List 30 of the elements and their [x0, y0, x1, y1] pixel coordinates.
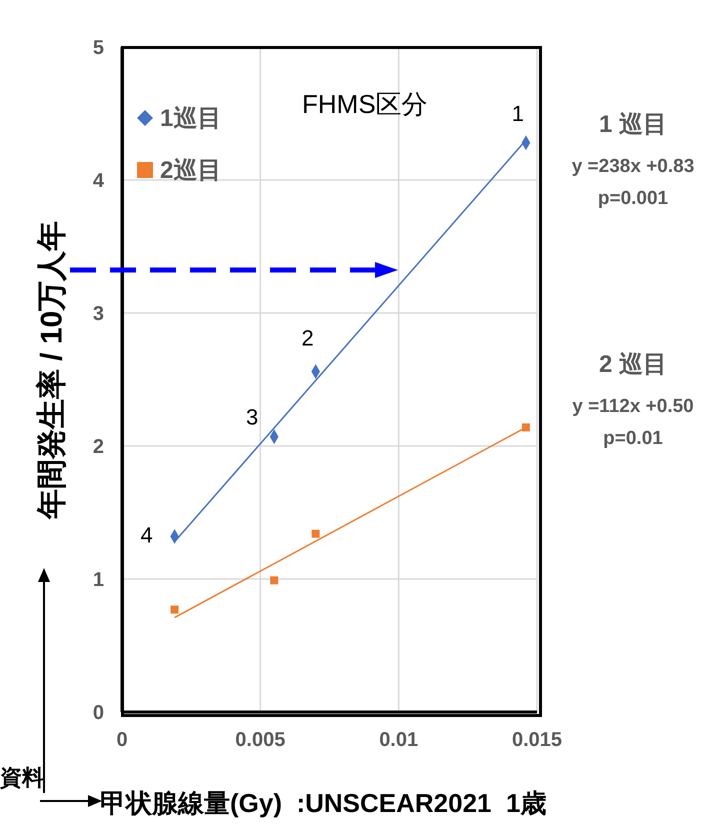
annotation: FHMS区分	[302, 88, 428, 121]
x-axis-title: 甲状腺線量(Gy) :UNSCEAR2021 1歳	[100, 787, 546, 820]
y-tick-label: 2	[92, 436, 104, 458]
point	[522, 423, 530, 432]
annotation: 2	[302, 326, 314, 351]
x-tick-label: 0.015	[512, 729, 562, 752]
y-tick-label: 3	[92, 303, 104, 326]
annotation: 4	[140, 522, 153, 548]
x-tick-label: 0.01	[379, 729, 418, 752]
text: p=0.001	[596, 188, 670, 210]
y-axis-title: 年間発生率 / 10万人年	[34, 220, 70, 520]
x-tick-label: 0.005	[235, 729, 286, 752]
legend-label: 2巡目	[160, 156, 222, 186]
point	[170, 606, 179, 614]
point	[270, 576, 278, 584]
text: 2 巡目	[598, 350, 668, 380]
y-tick-label: 0	[92, 702, 104, 724]
text: 1 巡目	[598, 110, 668, 140]
x-tick-label: 0	[116, 729, 128, 752]
text: y =238x +0.83	[570, 156, 696, 178]
y-tick-label: 4	[92, 170, 105, 192]
y-tick-label: 5	[92, 37, 104, 60]
text: y =112x +0.50	[571, 396, 695, 418]
legend-label: 1巡目	[160, 104, 222, 134]
text: 資料	[0, 764, 44, 792]
text: p=0.01	[602, 428, 664, 450]
annotation: 3	[246, 404, 258, 430]
annotation: 1	[512, 100, 524, 126]
point	[312, 530, 320, 538]
y-tick-label: 1	[92, 569, 104, 592]
